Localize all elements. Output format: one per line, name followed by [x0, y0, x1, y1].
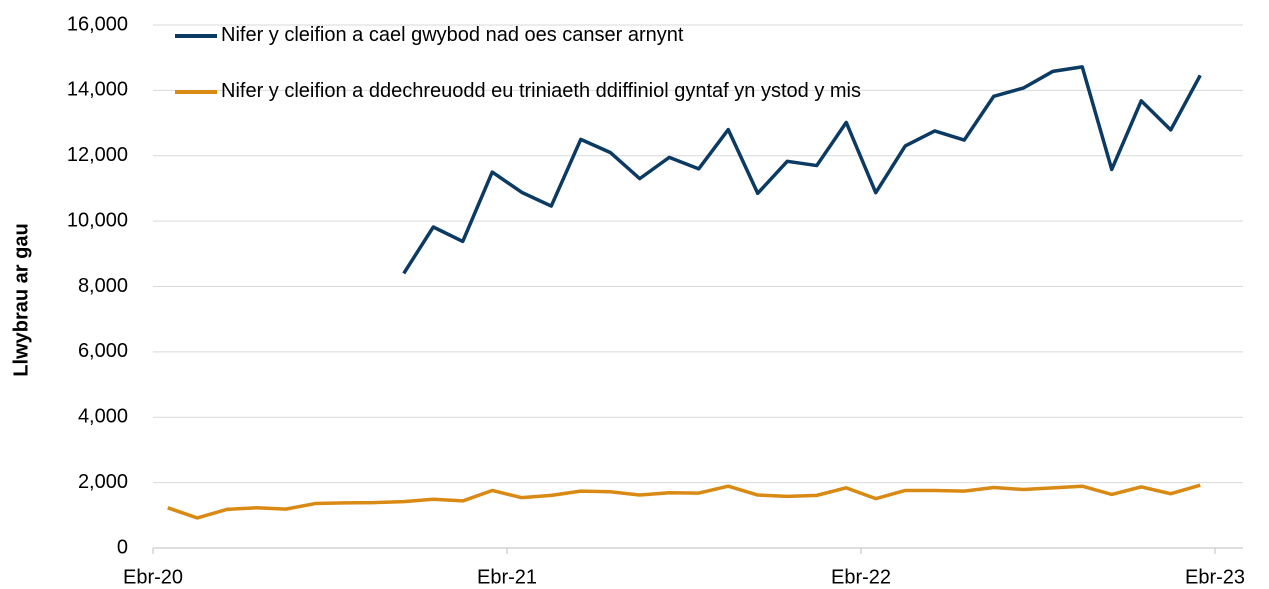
legend-swatch: [175, 34, 217, 38]
legend-label: Nifer y cleifion a cael gwybod nad oes c…: [221, 24, 684, 46]
y-tick-label: 12,000: [67, 144, 128, 166]
y-tick-label: 16,000: [67, 13, 128, 35]
y-tick-label: 2,000: [78, 471, 128, 493]
x-tick-label: Ebr-23: [1185, 566, 1245, 588]
y-tick-label: 8,000: [78, 275, 128, 297]
legend-swatch: [175, 90, 217, 94]
y-axis-label: Llwybrau ar gau: [10, 223, 32, 376]
legend-item: Nifer y cleifion a cael gwybod nad oes c…: [175, 22, 975, 49]
y-tick-label: 14,000: [67, 79, 128, 101]
legend-item: Nifer y cleifion a ddechreuodd eu trinia…: [175, 78, 935, 105]
x-tick-label: Ebr-20: [123, 566, 183, 588]
y-tick-label: 4,000: [78, 406, 128, 428]
y-tick-label: 0: [117, 536, 128, 558]
x-tick-label: Ebr-21: [477, 566, 537, 588]
legend-label: Nifer y cleifion a ddechreuodd eu trinia…: [221, 80, 861, 102]
y-tick-label: 6,000: [78, 340, 128, 362]
series-line: [167, 483, 1201, 520]
series-line: [402, 65, 1202, 275]
x-tick-label: Ebr-22: [831, 566, 891, 588]
y-tick-label: 10,000: [67, 209, 128, 231]
